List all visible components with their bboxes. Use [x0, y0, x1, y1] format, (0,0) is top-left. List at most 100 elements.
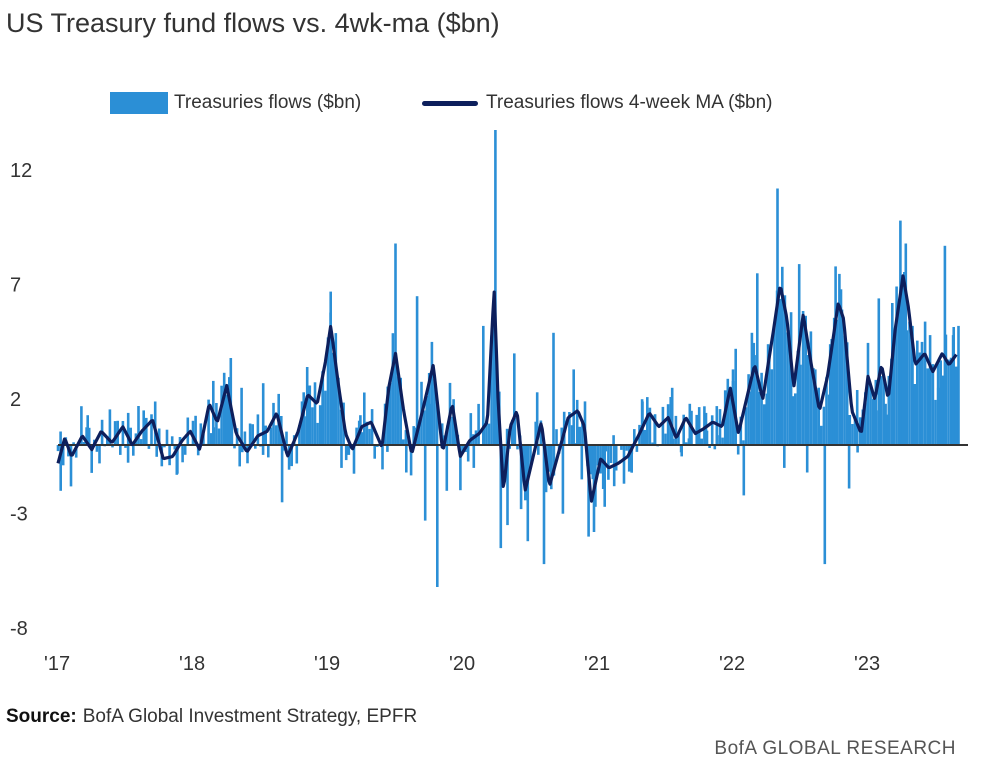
legend-label-bars: Treasuries flows ($bn)	[174, 92, 362, 113]
flow-bar	[583, 401, 587, 445]
flow-bar	[670, 387, 674, 446]
flow-bar	[928, 335, 932, 445]
flow-bar	[587, 445, 590, 537]
flow-bar	[285, 431, 288, 445]
flow-bar	[381, 445, 384, 470]
flow-bar	[666, 404, 670, 445]
flow-bar	[111, 445, 114, 448]
flow-bar	[651, 442, 654, 445]
x-tick-label: '20	[449, 653, 475, 675]
flow-bar	[943, 245, 947, 445]
x-tick-label: '18	[179, 653, 205, 675]
flow-bar	[248, 423, 252, 445]
y-tick-label: 12	[10, 160, 32, 182]
flow-bar	[207, 399, 210, 445]
flow-bar	[316, 422, 319, 445]
flow-bar	[853, 416, 857, 445]
x-tick-label: '17	[44, 653, 70, 675]
flow-bar	[217, 428, 221, 445]
flow-bar	[404, 430, 408, 445]
flow-bar	[635, 445, 639, 452]
flow-bar	[334, 333, 338, 445]
flow-bar	[225, 394, 228, 445]
flow-bar	[794, 393, 797, 445]
flow-bar	[874, 379, 878, 445]
flow-bar	[812, 368, 815, 445]
flow-bar	[485, 421, 488, 445]
flow-bar	[951, 335, 955, 445]
flow-bar	[405, 445, 408, 473]
y-tick-label: 2	[10, 389, 21, 411]
flow-bar	[832, 317, 836, 445]
flow-bar	[908, 321, 911, 445]
flow-bar	[318, 405, 322, 445]
flow-bar	[603, 445, 606, 507]
flow-bar	[620, 445, 623, 450]
flow-bar	[957, 325, 960, 445]
flow-bar	[435, 401, 439, 445]
flow-bar	[612, 435, 615, 445]
flow-bar	[580, 445, 584, 480]
flow-bar	[934, 399, 937, 445]
flow-bar	[402, 439, 405, 445]
flow-bar	[145, 417, 148, 445]
flow-bar	[625, 445, 628, 451]
flow-bar	[641, 401, 644, 445]
chart-plot: 12 7 2 -3 -8 '17 '18 '19 '20 '21 '22 '23	[10, 130, 968, 675]
flow-bar	[703, 406, 706, 445]
flow-bar	[339, 409, 343, 445]
flow-bar	[776, 188, 779, 445]
flow-bar	[240, 387, 243, 446]
flow-bar	[430, 341, 434, 445]
flow-bar	[417, 425, 421, 445]
flow-bar	[534, 421, 537, 445]
flow-bar	[313, 382, 317, 445]
flow-bar	[537, 445, 540, 455]
flow-bar	[845, 342, 849, 445]
flow-bar	[74, 445, 78, 458]
flow-bar	[817, 387, 820, 445]
flow-bar	[721, 437, 724, 445]
flow-bar	[459, 445, 462, 491]
flow-bar	[147, 445, 151, 449]
flow-bar	[805, 445, 809, 473]
flow-bar	[939, 360, 942, 445]
flow-bar	[238, 445, 241, 467]
legend-item-line: Treasuries flows 4-week MA ($bn)	[422, 92, 773, 114]
flow-bar	[246, 445, 249, 464]
flow-bar	[847, 445, 851, 489]
legend-item-bars: Treasuries flows ($bn)	[110, 92, 361, 114]
flow-bar	[324, 390, 327, 445]
bars-series	[56, 130, 960, 587]
flow-bar	[173, 445, 177, 450]
flow-bar	[433, 379, 436, 445]
flow-bar	[363, 392, 366, 445]
flow-bar	[157, 428, 161, 445]
flow-bar	[445, 445, 449, 491]
flow-bar	[423, 445, 427, 521]
flow-bar	[552, 332, 555, 445]
flow-bar	[766, 344, 770, 445]
flow-bar	[90, 445, 93, 473]
flow-bar	[825, 377, 828, 445]
flow-bar	[519, 445, 523, 510]
flow-bar	[789, 312, 793, 445]
flow-bar	[87, 427, 91, 445]
legend-label-line: Treasuries flows 4-week MA ($bn)	[486, 92, 773, 113]
flow-bar	[744, 407, 748, 445]
flow-bar	[163, 445, 166, 448]
flow-bar	[916, 340, 919, 445]
flow-bar	[646, 397, 649, 445]
flow-bar	[869, 384, 872, 445]
x-tick-label: '23	[854, 653, 880, 675]
flow-bar	[947, 359, 950, 445]
flow-bar	[326, 337, 330, 445]
flow-bar	[82, 442, 86, 445]
flow-bar	[814, 369, 817, 445]
flow-bar	[708, 445, 711, 448]
x-tick-label: '21	[584, 653, 610, 675]
flow-bar	[494, 130, 497, 445]
flow-bar	[552, 445, 556, 476]
flow-bar	[783, 445, 786, 468]
flow-bar	[734, 348, 737, 445]
